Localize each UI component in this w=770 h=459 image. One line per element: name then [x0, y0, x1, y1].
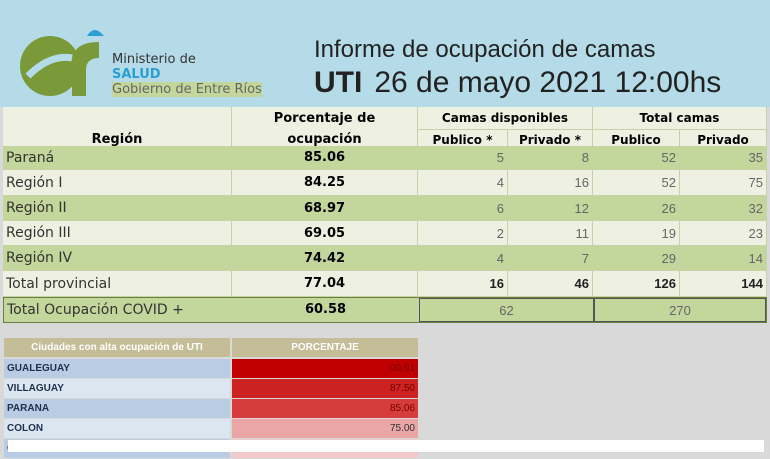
table-row: Región IV 74.42 4 7 29 14: [3, 246, 767, 271]
report-header: Ministerio de SALUD Gobierno de Entre Rí…: [0, 0, 770, 107]
avail-pub: 4: [418, 246, 508, 271]
region-name: Total provincial: [3, 271, 232, 297]
city-pct: 87.50: [232, 379, 418, 398]
avail-pub: 6: [418, 196, 508, 221]
table-row: Total provincial 77.04 16 46 126 144: [3, 271, 767, 297]
total-pub: 52: [593, 146, 680, 170]
bottom-panel: [8, 440, 764, 452]
city-name: PARANA: [4, 399, 230, 418]
city-row: GUALEGUAY 90.91: [4, 359, 418, 378]
city-row: PARANA 85.06: [4, 399, 418, 418]
city-row: COLON 75.00: [4, 419, 418, 438]
report-subtitle: UTI 26 de mayo 2021 12:00hs: [314, 66, 721, 100]
avail-priv: 8: [508, 146, 593, 170]
avail-priv: 16: [508, 170, 593, 196]
occupancy-pct: 69.05: [232, 221, 418, 246]
header-row-1: Porcentaje de Camas disponibles Total ca…: [3, 107, 767, 130]
avail-priv: 7: [508, 246, 593, 271]
ministry-name: Ministerio de SALUD Gobierno de Entre Rí…: [112, 52, 262, 97]
total-priv: 23: [680, 221, 767, 246]
covid-label: Total Ocupación COVID +: [4, 298, 233, 322]
col-city: Ciudades con alta ocupación de UTI: [4, 338, 230, 357]
region-name: Región I: [3, 170, 232, 196]
covid-pct: 60.58: [233, 298, 419, 322]
uti-label: UTI: [314, 66, 363, 99]
ministry-logo: [20, 30, 104, 96]
total-priv: 32: [680, 196, 767, 221]
city-pct: 75.00: [232, 419, 418, 438]
col-available-header: Camas disponibles: [418, 107, 593, 130]
total-priv: 35: [680, 146, 767, 170]
city-name: VILLAGUAY: [4, 379, 230, 398]
city-pct: 85.06: [232, 399, 418, 418]
city-pct: 90.91: [232, 359, 418, 378]
city-name: GUALEGUAY: [4, 359, 230, 378]
cities-header: Ciudades con alta ocupación de UTI PORCE…: [4, 338, 418, 357]
table-row: Región II 68.97 6 12 26 32: [3, 196, 767, 221]
col-percentage: PORCENTAJE: [232, 338, 418, 357]
region-name: Región IV: [3, 246, 232, 271]
avail-pub: 16: [418, 271, 508, 297]
occupancy-pct: 84.25: [232, 170, 418, 196]
report-date: 26 de mayo 2021 12:00hs: [374, 66, 722, 99]
ministry-salud: SALUD: [112, 67, 161, 82]
total-pub: 29: [593, 246, 680, 271]
region-name: Paraná: [3, 146, 232, 170]
table-row: Paraná 85.06 5 8 52 35: [3, 146, 767, 170]
ministry-line: Ministerio de: [112, 52, 196, 67]
ministry-gov: Gobierno de Entre Ríos: [112, 82, 262, 97]
covid-row: Total Ocupación COVID + 60.58 62 270: [3, 297, 767, 323]
total-pub: 126: [593, 271, 680, 297]
city-row: VILLAGUAY 87.50: [4, 379, 418, 398]
avail-priv: 46: [508, 271, 593, 297]
avail-priv: 11: [508, 221, 593, 246]
occupancy-pct: 68.97: [232, 196, 418, 221]
total-pub: 52: [593, 170, 680, 196]
total-priv: 75: [680, 170, 767, 196]
occupancy-table: Porcentaje de Camas disponibles Total ca…: [3, 107, 767, 323]
avail-pub: 2: [418, 221, 508, 246]
occupancy-pct: 74.42: [232, 246, 418, 271]
col-pct-header: Porcentaje de: [232, 107, 418, 130]
table-row: Región III 69.05 2 11 19 23: [3, 221, 767, 246]
avail-priv: 12: [508, 196, 593, 221]
city-name: COLON: [4, 419, 230, 438]
table-row: Región I 84.25 4 16 52 75: [3, 170, 767, 196]
col-total-header: Total camas: [593, 107, 767, 130]
total-priv: 144: [680, 271, 767, 297]
avail-pub: 5: [418, 146, 508, 170]
report-title: Informe de ocupación de camas: [314, 36, 656, 63]
occupancy-pct: 77.04: [232, 271, 418, 297]
total-priv: 14: [680, 246, 767, 271]
total-pub: 19: [593, 221, 680, 246]
total-pub: 26: [593, 196, 680, 221]
avail-pub: 4: [418, 170, 508, 196]
occupancy-pct: 85.06: [232, 146, 418, 170]
covid-total: 270: [594, 298, 766, 322]
region-name: Región III: [3, 221, 232, 246]
covid-available: 62: [419, 298, 594, 322]
region-name: Región II: [3, 196, 232, 221]
